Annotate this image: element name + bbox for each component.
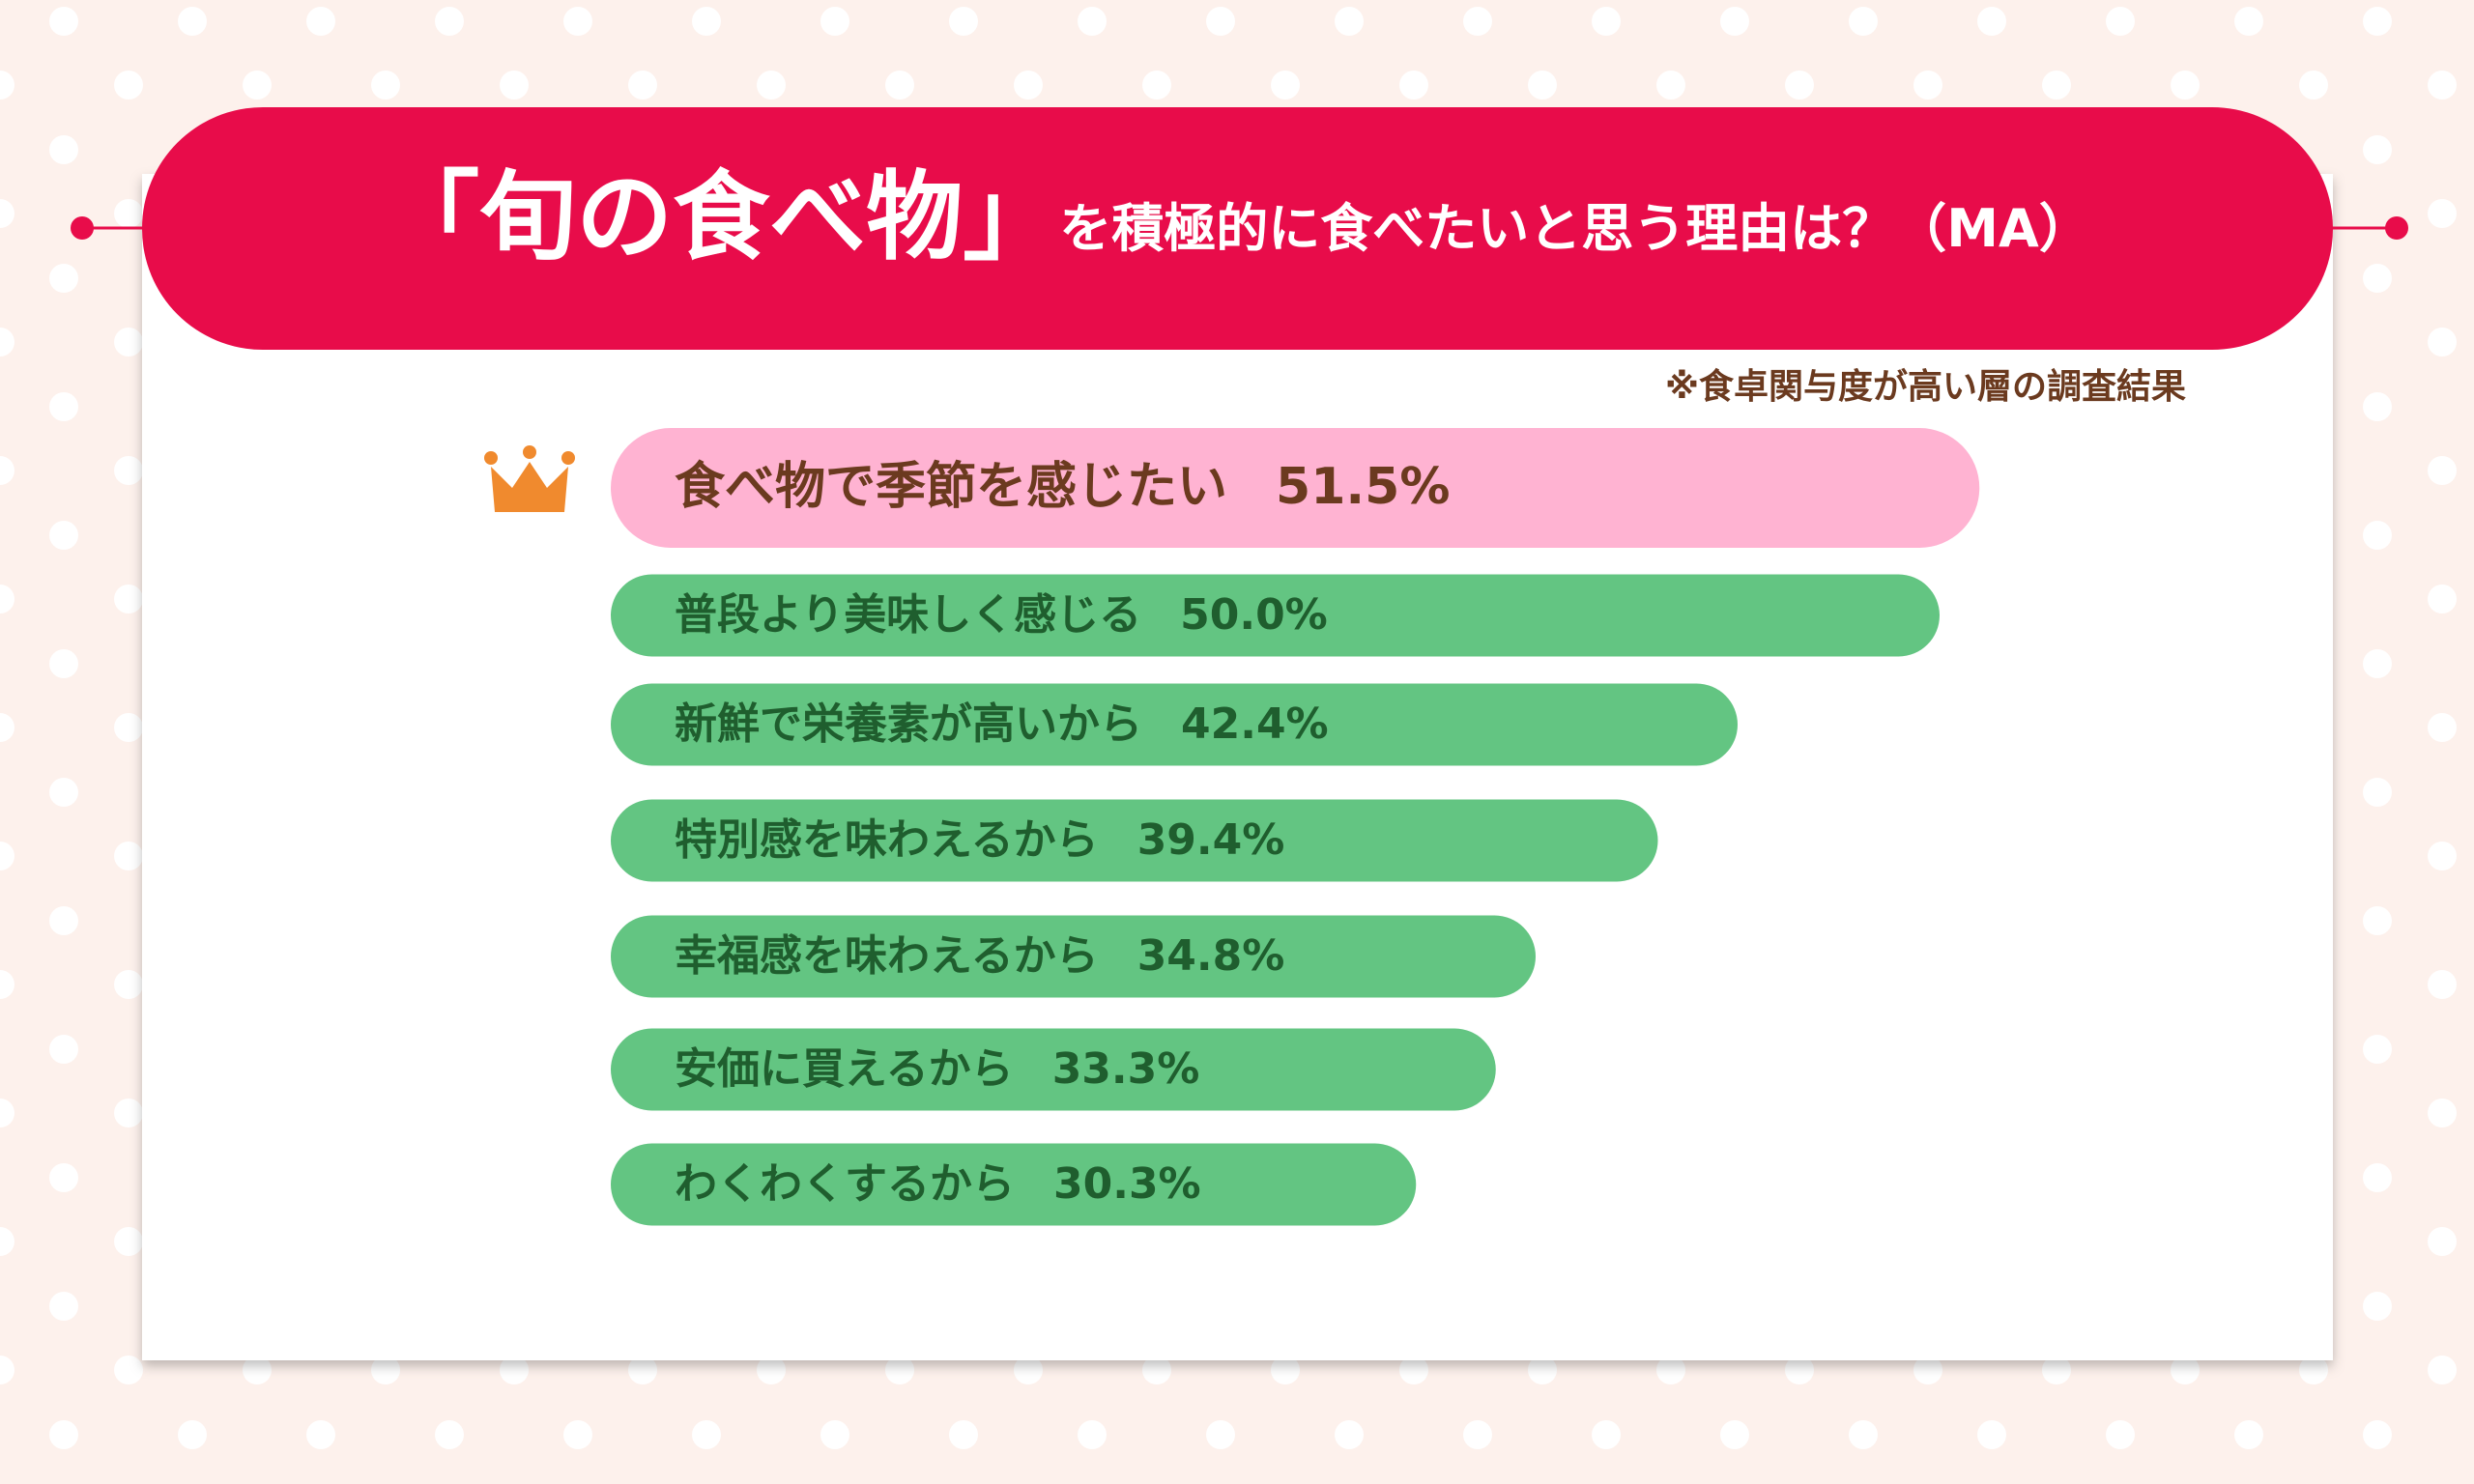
category-label: 普段より美味しく感じる [675,590,1141,640]
header-dot [71,216,94,240]
value-label: 34.8% [1137,931,1285,981]
bar-label: 普段より美味しく感じる 50.0% [675,590,1328,640]
bar-label: 新鮮で栄養素が高いから 42.4% [675,699,1329,749]
value-label: 33.3% [1052,1044,1200,1094]
value-label: 42.4% [1181,699,1329,749]
bar [611,428,1980,548]
chart-title: 「旬の食べ物」を積極的に食べたいと思う理由は？（MA） [383,160,2091,273]
category-label: 特別感を味わえるから [675,815,1099,865]
category-label: 食べ物で季節を感じたい [675,458,1227,516]
category-label: 幸福感を味わえるから [675,931,1099,981]
category-label: 新鮮で栄養素が高いから [675,699,1142,749]
header-banner [142,107,2333,350]
bar [611,799,1658,882]
value-label: 39.4% [1137,815,1285,865]
value-label: 51.5% [1276,458,1450,516]
value-label: 30.3% [1053,1159,1201,1209]
bar [611,683,1738,766]
title-main: 「旬の食べ物」 [383,160,1059,273]
bar-label: 特別感を味わえるから 39.4% [675,815,1284,865]
bar [611,1028,1496,1111]
crown-icon [484,445,575,512]
category-label: わくわくするから [675,1159,1015,1209]
value-label: 50.0% [1180,590,1328,640]
note: ※食卓関与度が高い層の調査結果 [1665,367,2186,407]
bar [611,574,1940,657]
bar-label: 幸福感を味わえるから 34.8% [675,931,1284,981]
bar-label: 食べ物で季節を感じたい 51.5% [675,458,1450,516]
bar-label: 安価に買えるから 33.3% [675,1044,1199,1094]
category-label: 安価に買えるから [675,1044,1014,1094]
bar-label: わくわくするから 30.3% [675,1159,1201,1209]
bar [611,915,1536,998]
title-sub: を積極的に食べたいと思う理由は？（MA） [1059,198,2091,259]
bar [611,1143,1417,1226]
header-dot [2385,216,2408,240]
